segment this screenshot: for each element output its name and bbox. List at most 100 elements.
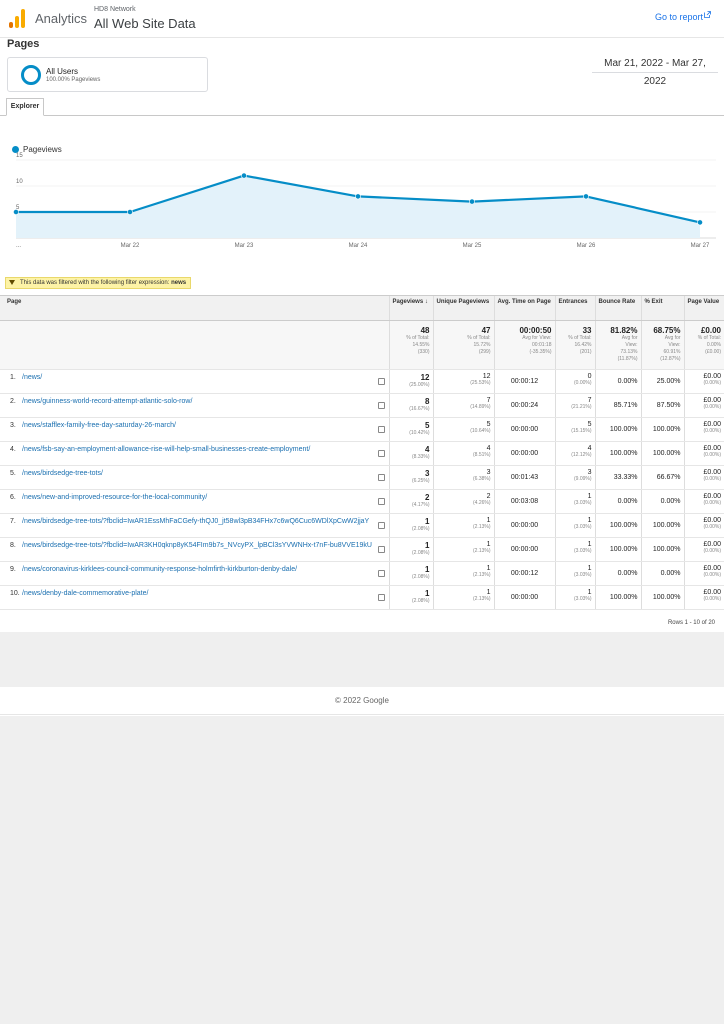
entrances-value: 1 [587,565,592,572]
page-cell: 7. /news/birdsedge-tree-tots/?fbclid=IwAR… [0,513,389,538]
totals-value: £0.00 [700,326,721,335]
page-value-pct: (0.00%) [703,404,721,410]
totals-sub: (299) [478,349,491,355]
open-page-icon[interactable] [377,546,385,553]
pageviews-cell: 1 (2.08%) [388,585,433,610]
avg-time-cell: 00:00:00 [493,585,555,610]
x-tick-label: Mar 22 [121,243,140,249]
open-page-icon[interactable] [377,474,385,481]
open-page-icon[interactable] [377,402,385,409]
entrances-value: 1 [587,517,592,524]
row-number: 7. [10,518,16,525]
col-header-bounce-rate[interactable]: Bounce Rate [594,295,641,321]
bounce-rate-value: 100.00% [609,546,638,553]
unique-pct: (8.51%) [472,452,491,458]
unique-value: 4 [486,445,491,452]
open-page-icon[interactable] [377,498,385,505]
property-view-name[interactable]: All Web Site Data [94,16,196,31]
segment-card[interactable]: All Users 100.00% Pageviews [7,57,208,92]
unique-pageviews-cell: 2 (4.26%) [432,489,494,514]
page-link[interactable]: /news/denby-dale-commemorative-plate/ [22,590,149,597]
col-header-avg-time[interactable]: Avg. Time on Page [493,295,555,321]
unique-pageviews-cell: 1 (2.13%) [432,537,494,562]
analytics-logo-icon[interactable] [9,9,25,28]
entrances-cell: 7 (21.21%) [554,393,595,418]
entrances-cell: 3 (9.09%) [554,465,595,490]
page-link[interactable]: /news/ [22,374,43,381]
content-gray-band [0,632,724,687]
exit-cell: 87.50% [640,393,684,418]
open-page-icon[interactable] [377,594,385,601]
totals-sub: (12.87%) [660,356,681,362]
col-header-page[interactable]: Page [0,295,389,321]
totals-sub: % of Total: [568,335,592,341]
exit-value: 25.00% [656,378,681,385]
account-network[interactable]: HD8 Network [94,6,136,13]
col-header-exit[interactable]: % Exit [640,295,684,321]
entrances-value: 1 [587,589,592,596]
entrances-cell: 1 (3.03%) [554,537,595,562]
open-page-icon[interactable] [377,426,385,433]
totals-exit: 68.75% Avg for View: 60.91% (12.87%) [640,320,684,370]
exit-cell: 100.00% [640,585,684,610]
external-link-icon[interactable] [704,11,711,18]
entrances-cell: 4 (12.12%) [554,441,595,466]
col-header-page-value[interactable]: Page Value [683,295,724,321]
avg-time-cell: 00:03:08 [493,489,555,514]
page-link[interactable]: /news/new-and-improved-resource-for-the-… [22,494,208,501]
go-to-report-link[interactable]: Go to report [654,12,703,22]
page-value: £0.00 [703,469,721,476]
row-number: 5. [10,470,16,477]
date-range-picker[interactable]: Mar 21, 2022 - Mar 27, 2022 [592,55,718,87]
totals-sub: 16.42% [574,342,592,348]
row-number: 3. [10,422,16,429]
entrances-pct: (3.03%) [573,500,592,506]
page-link[interactable]: /news/coronavirus-kirklees-council-commu… [22,566,298,573]
pageviews-chart: 15 10 5... Mar 22 Mar 23 Mar 24 Mar 25 Mar 26 Ma… [13,153,716,249]
open-page-icon[interactable] [377,378,385,385]
table-row: 5./news/birdsedge-tree-tots/3 (6.25%) 3 (6.… [0,465,724,490]
entrances-pct: (3.03%) [573,524,592,530]
page-link[interactable]: /news/birdsedge-tree-tots/?fbclid=IwAR1E… [22,518,370,525]
tab-explorer[interactable]: Explorer [6,98,44,116]
page-background-gray [0,716,724,1024]
page-link[interactable]: /news/guinness-world-record-attempt-atla… [22,398,193,405]
bounce-rate-cell: 0.00% [594,369,641,394]
exit-cell: 66.67% [640,465,684,490]
totals-value: 00:00:50 [519,326,552,335]
footer: © 2022 Google [0,687,724,715]
unique-pct: (2.13%) [472,524,491,530]
totals-sub: % of Total: [697,335,721,341]
totals-sub: (£0.00) [705,349,721,355]
col-header-unique-pageviews[interactable]: Unique Pageviews [432,295,494,321]
page-link[interactable]: /news/stafflex-family-free-day-saturday-… [22,422,176,429]
exit-cell: 0.00% [640,489,684,514]
unique-pageviews-cell: 1 (2.13%) [432,585,494,610]
avg-time-value: 00:00:00 [510,450,539,457]
unique-pageviews-cell: 12 (25.53%) [432,369,494,394]
row-number: 8. [10,542,16,549]
entrances-value: 3 [587,469,592,476]
page-value-cell: £0.00 (0.00%) [683,561,724,586]
totals-row: 48 % of Total: 14.55% (330) 47 % of Tota… [0,320,724,370]
page-cell: 8. /news/birdsedge-tree-tots/?fbclid=IwAR… [0,537,389,562]
entrances-cell: 1 (3.03%) [554,561,595,586]
bounce-rate-value: 100.00% [609,426,638,433]
bounce-rate-value: 0.00% [617,570,638,577]
open-page-icon[interactable] [377,450,385,457]
row-number: 1. [10,374,16,381]
open-page-icon[interactable] [377,570,385,577]
page-link[interactable]: /news/birdsedge-tree-tots/ [22,470,103,477]
pageviews-pct: (8.33%) [411,454,430,460]
col-header-entrances[interactable]: Entrances [554,295,595,321]
pageviews-value: 5 [425,421,430,430]
page-value-cell: £0.00 (0.00%) [683,489,724,514]
avg-time-cell: 00:00:24 [493,393,555,418]
col-header-pageviews[interactable]: Pageviews ↓ [388,295,433,321]
y-tick-label: 5 [16,205,20,211]
open-page-icon[interactable] [377,522,385,529]
legend-label[interactable]: Pageviews [23,145,62,154]
page-link[interactable]: /news/birdsedge-tree-tots/?fbclid=IwAR3K… [22,542,372,549]
page-link[interactable]: /news/fsb-say-an-employment-allowance-ri… [22,446,311,453]
entrances-cell: 5 (15.15%) [554,417,595,442]
